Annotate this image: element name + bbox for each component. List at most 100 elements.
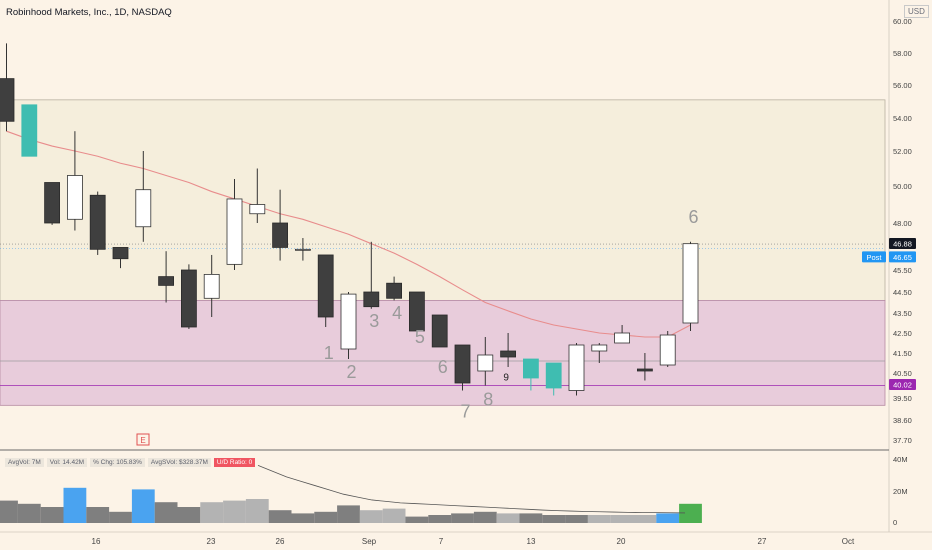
zone-beige [0,99,886,301]
time-tick: 16 [92,537,101,546]
candle-body [135,189,152,228]
volume-bar [337,505,360,523]
count-label-1: 1 [324,343,334,363]
volume-bar [86,507,110,523]
candle-body [682,243,699,324]
volume-bar [291,513,315,523]
volume-bar [656,513,680,523]
time-tick: 23 [207,537,216,546]
candle [500,333,517,367]
time-tick: Sep [362,537,377,546]
candle [591,343,608,363]
price-tick: 43.50 [893,309,912,318]
candle-body [568,344,585,391]
volume-bar [428,515,452,523]
candle-body [112,247,129,260]
currency-label: USD [904,5,929,18]
volume-bar [542,515,566,523]
price-tick: 48.00 [893,219,912,228]
candle [614,325,630,344]
count-label-8: 8 [483,389,493,409]
candle-body [272,222,289,248]
candle [523,358,539,391]
count-label-5: 5 [415,327,425,347]
volume-bar [17,503,41,523]
volume-bar [633,515,657,523]
volume-bar [268,510,292,523]
volume-bar [496,513,520,523]
volume-bar [200,502,224,523]
candle [568,343,585,396]
stat-pct-chg: % Chg: 105.83% [90,458,145,467]
volume-bar [382,508,406,523]
candle [659,331,676,367]
price-tick: 44.50 [893,288,912,297]
volume-tick: 0 [893,518,897,527]
candle [89,191,106,255]
price-tick: 41.50 [893,349,912,358]
candle [682,241,699,331]
count-label-9: 9 [503,373,509,384]
count-label-7: 7 [460,402,470,422]
stat-ud-ratio: U/D Ratio: 0 [213,458,256,467]
stat-avg-vol: AvgVol: 7M [5,458,44,467]
candle-body [67,175,83,220]
price-tick: 42.50 [893,329,912,338]
chart-title: Robinhood Markets, Inc., 1D, NASDAQ [6,7,172,18]
count-label-6: 6 [438,357,448,377]
price-tick: 37.70 [893,436,912,445]
candle [363,241,380,309]
candle-body [637,368,653,372]
candle [454,344,471,391]
candle-body [317,254,334,318]
time-tick: 20 [617,537,626,546]
candle [340,292,357,359]
price-tick: 40.50 [893,369,912,378]
price-tag: 40.02 [889,379,916,390]
volume-bar [245,499,269,523]
volume-stats: AvgVol: 7M Vol: 14.42M % Chg: 105.83% Av… [5,458,256,467]
volume-bar [359,510,383,523]
volume-bar [63,487,87,523]
candle-body [408,291,425,332]
candle-body [386,282,403,299]
price-tick: 45.50 [893,266,912,275]
candle-body [0,78,15,122]
candle-body [614,332,630,344]
volume-bar [519,513,543,523]
volume-bar [473,511,497,523]
price-tag-label: 40.02 [893,381,912,390]
earnings-label: E [140,436,145,445]
volume-average-line [257,465,686,514]
candle [294,238,311,261]
price-tick: 60.00 [893,17,912,26]
volume-bar [131,489,155,523]
price-tag-bg [889,251,916,263]
time-tick: 7 [439,537,444,546]
candle-body [591,344,608,352]
candle-body [523,358,539,379]
price-tick: 50.00 [893,182,912,191]
price-tag: 46.65 [889,251,916,263]
volume-bar [223,500,246,523]
time-tick: 13 [527,537,536,546]
price-tick: 54.00 [893,114,912,123]
volume-bar [40,507,64,523]
time-tick: 27 [758,537,767,546]
volume-bar [154,502,178,523]
volume-bar [0,500,18,523]
count-label-2: 2 [346,362,356,382]
candle [226,179,243,270]
volume-bar [610,515,634,523]
count-label-10: 6 [688,207,698,227]
volume-bar [177,507,201,523]
stat-avg-svol: AvgSVol: $328.37M [147,458,211,467]
price-tag-bg [889,238,916,250]
candle [272,189,289,261]
price-tick: 58.00 [893,49,912,58]
candle [408,291,425,332]
candle [44,182,60,225]
earnings-marker: E [136,433,150,446]
volume-bar [679,503,702,523]
